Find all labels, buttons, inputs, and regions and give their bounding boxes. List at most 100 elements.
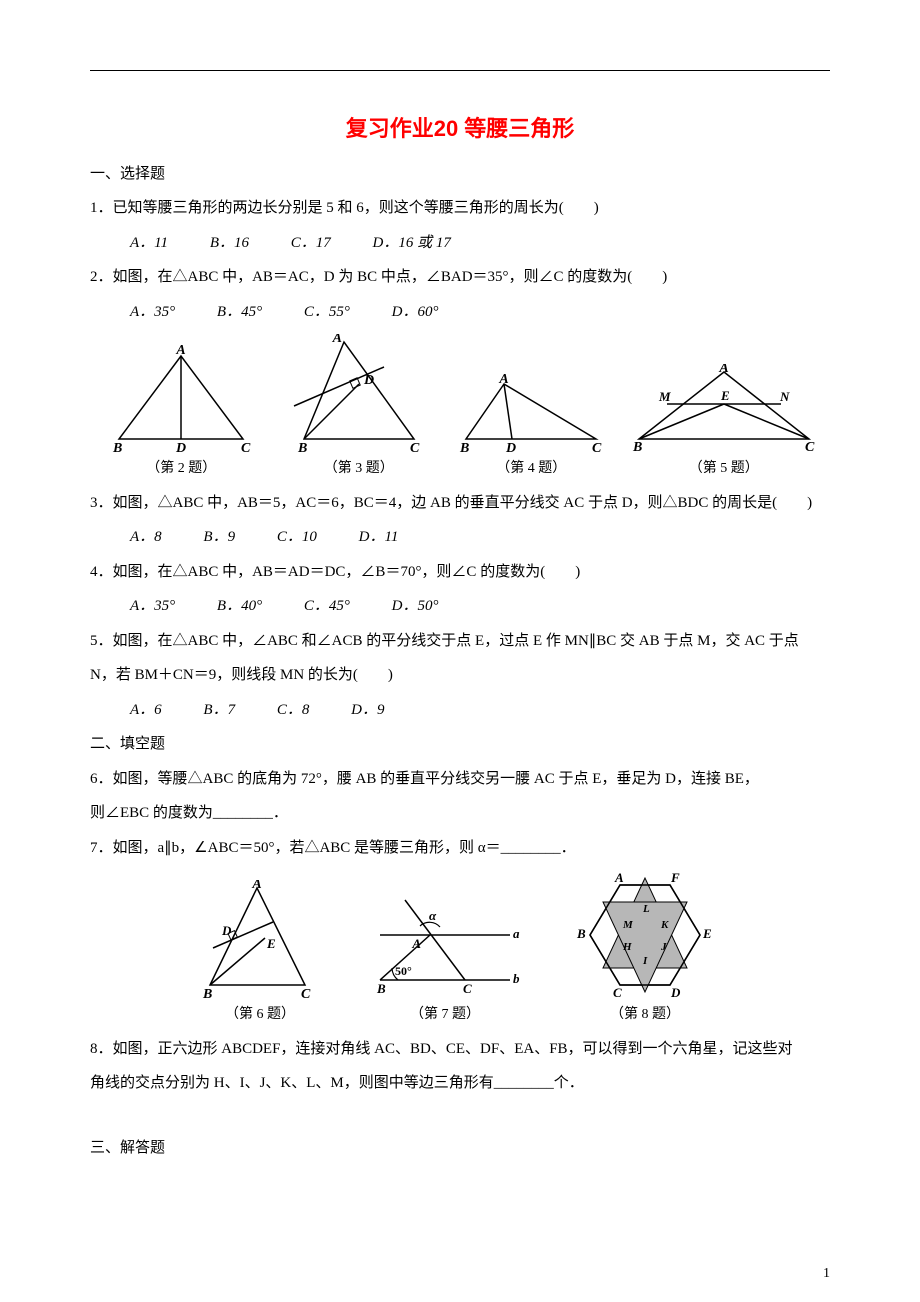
- fig-q7-caption: （第 7 题）: [365, 1002, 525, 1029]
- q5-opt-d: D．9: [351, 696, 384, 725]
- svg-text:A: A: [251, 880, 261, 892]
- svg-text:A: A: [331, 334, 341, 346]
- svg-text:J: J: [660, 941, 667, 953]
- q4-opt-c: C．45°: [304, 592, 350, 621]
- page-title: 复习作业20 等腰三角形: [90, 108, 830, 150]
- q2-stem: 2．如图，在△ABC 中，AB＝AC，D 为 BC 中点，∠BAD＝35°，则∠…: [90, 263, 830, 292]
- fig-q8-caption: （第 8 题）: [565, 1002, 725, 1029]
- q2-options: A．35° B．45° C．55° D．60°: [90, 298, 830, 327]
- q4-opt-d: D．50°: [392, 592, 439, 621]
- fig-q6-svg: A B C D E: [195, 880, 325, 1000]
- q3-opt-b: B．9: [203, 523, 235, 552]
- q3-opt-d: D．11: [359, 523, 399, 552]
- svg-text:50°: 50°: [395, 964, 412, 978]
- fig-q4: A B D C （第 4 题）: [456, 374, 606, 483]
- svg-text:M: M: [658, 389, 671, 404]
- svg-text:B: B: [459, 441, 469, 454]
- fig-q4-caption: （第 4 题）: [456, 456, 606, 483]
- section-heading-1: 一、选择题: [90, 160, 830, 189]
- svg-text:E: E: [720, 388, 730, 403]
- q2-opt-a: A．35°: [130, 298, 175, 327]
- q5-options: A．6 B．7 C．8 D．9: [90, 696, 830, 725]
- fig-q3-svg: A B C D: [284, 334, 434, 454]
- fig-q2: A B D C （第 2 题）: [101, 344, 261, 483]
- svg-text:H: H: [622, 941, 632, 953]
- svg-text:A: A: [718, 364, 728, 376]
- q2-opt-b: B．45°: [217, 298, 262, 327]
- svg-text:I: I: [642, 955, 648, 967]
- svg-text:B: B: [202, 987, 212, 1000]
- q1-stem: 1．已知等腰三角形的两边长分别是 5 和 6，则这个等腰三角形的周长为( ): [90, 194, 830, 223]
- svg-text:L: L: [642, 903, 650, 915]
- svg-text:B: B: [112, 441, 122, 454]
- svg-text:F: F: [670, 870, 680, 885]
- q1-opt-c: C．17: [291, 229, 331, 258]
- fig-q2-svg: A B D C: [101, 344, 261, 454]
- worksheet-page: 复习作业20 等腰三角形 一、选择题 1．已知等腰三角形的两边长分别是 5 和 …: [0, 0, 920, 1302]
- fig-q6-caption: （第 6 题）: [195, 1002, 325, 1029]
- q1-opt-d: D．16 或 17: [373, 229, 451, 258]
- svg-text:D: D: [175, 441, 186, 454]
- q8-stem-a: 8．如图，正六边形 ABCDEF，连接对角线 AC、BD、CE、DF、EA、FB…: [90, 1035, 830, 1064]
- svg-text:C: C: [301, 987, 311, 1000]
- svg-text:A: A: [411, 936, 421, 951]
- svg-text:B: B: [632, 440, 642, 454]
- svg-text:A: A: [176, 344, 186, 358]
- fig-q3: A B C D （第 3 题）: [284, 334, 434, 483]
- q8-stem-b: 角线的交点分别为 H、I、J、K、L、M，则图中等边三角形有________个．: [90, 1069, 830, 1098]
- q4-opt-b: B．40°: [217, 592, 262, 621]
- svg-text:C: C: [613, 985, 622, 1000]
- svg-text:C: C: [241, 441, 251, 454]
- q5-opt-a: A．6: [130, 696, 162, 725]
- fig-q7: α A B C a b 50° （第 7 题）: [365, 890, 525, 1029]
- svg-text:A: A: [499, 374, 509, 387]
- q1-options: A．11 B．16 C．17 D．16 或 17: [90, 229, 830, 258]
- svg-text:a: a: [513, 926, 520, 941]
- q5-opt-c: C．8: [277, 696, 310, 725]
- svg-text:C: C: [463, 981, 472, 996]
- svg-text:A: A: [614, 870, 624, 885]
- q7-stem: 7．如图，a∥b，∠ABC＝50°，若△ABC 是等腰三角形，则 α＝_____…: [90, 834, 830, 863]
- figure-row-2: A B C D E （第 6 题） α A B C a b: [90, 870, 830, 1029]
- fig-q5-svg: A B C M E N: [629, 364, 819, 454]
- q6-stem-a: 6．如图，等腰△ABC 的底角为 72°，腰 AB 的垂直平分线交另一腰 AC …: [90, 765, 830, 794]
- fig-q5-caption: （第 5 题）: [629, 456, 819, 483]
- svg-text:B: B: [297, 441, 307, 454]
- q4-stem: 4．如图，在△ABC 中，AB＝AD＝DC，∠B＝70°，则∠C 的度数为( ): [90, 558, 830, 587]
- section-heading-3: 三、解答题: [90, 1134, 830, 1163]
- svg-text:C: C: [410, 441, 420, 454]
- svg-text:C: C: [805, 440, 815, 454]
- q2-opt-c: C．55°: [304, 298, 350, 327]
- svg-text:α: α: [429, 908, 437, 923]
- fig-q8: A F E D C B L M K H J I （第 8 题）: [565, 870, 725, 1029]
- fig-q4-svg: A B D C: [456, 374, 606, 454]
- section-heading-2: 二、填空题: [90, 730, 830, 759]
- q5-stem-a: 5．如图，在△ABC 中，∠ABC 和∠ACB 的平分线交于点 E，过点 E 作…: [90, 627, 830, 656]
- svg-text:C: C: [592, 441, 602, 454]
- svg-text:B: B: [376, 981, 386, 996]
- q2-opt-d: D．60°: [392, 298, 439, 327]
- fig-q2-caption: （第 2 题）: [101, 456, 261, 483]
- svg-text:B: B: [576, 926, 586, 941]
- page-number: 1: [823, 1261, 830, 1288]
- q1-opt-a: A．11: [130, 229, 168, 258]
- fig-q6: A B C D E （第 6 题）: [195, 880, 325, 1029]
- fig-q3-caption: （第 3 题）: [284, 456, 434, 483]
- q5-opt-b: B．7: [203, 696, 235, 725]
- svg-text:E: E: [266, 936, 276, 951]
- q3-stem: 3．如图，△ABC 中，AB＝5，AC＝6，BC＝4，边 AB 的垂直平分线交 …: [90, 489, 830, 518]
- q3-options: A．8 B．9 C．10 D．11: [90, 523, 830, 552]
- q6-stem-b: 则∠EBC 的度数为________．: [90, 799, 830, 828]
- q3-opt-a: A．8: [130, 523, 162, 552]
- svg-text:D: D: [363, 373, 374, 388]
- figure-row-1: A B D C （第 2 题） A B C D （第 3 题）: [90, 334, 830, 483]
- q1-opt-b: B．16: [210, 229, 249, 258]
- q4-options: A．35° B．40° C．45° D．50°: [90, 592, 830, 621]
- svg-text:K: K: [660, 919, 669, 931]
- fig-q8-svg: A F E D C B L M K H J I: [565, 870, 725, 1000]
- svg-text:D: D: [670, 985, 681, 1000]
- fig-q5: A B C M E N （第 5 题）: [629, 364, 819, 483]
- svg-text:D: D: [505, 441, 516, 454]
- fig-q7-svg: α A B C a b 50°: [365, 890, 525, 1000]
- svg-text:N: N: [779, 389, 790, 404]
